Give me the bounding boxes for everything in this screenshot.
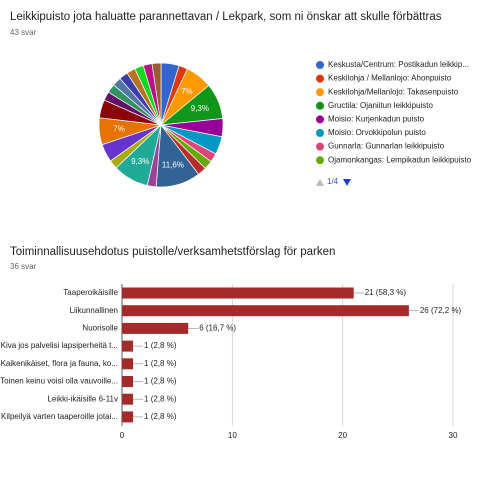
bar — [122, 340, 134, 352]
legend-next[interactable] — [343, 179, 351, 186]
y-tick-label: Toinen keinu voisi olla vauvoille... — [0, 377, 118, 386]
legend-swatch — [316, 88, 324, 97]
y-tick-label: Leikki-ikäisille 6-11v — [47, 394, 118, 403]
legend-swatch — [316, 101, 324, 110]
legend-label: Keskilohja/Mellanlojo: Takasenpuisto — [328, 87, 459, 96]
slice-label: 7% — [181, 87, 193, 96]
bar — [122, 287, 354, 299]
x-tick-label: 30 — [449, 431, 458, 440]
value-label: 1 (2,8 %) — [144, 377, 177, 386]
legend-prev[interactable] — [316, 179, 324, 186]
legend-swatch — [316, 74, 324, 83]
legend-label: Keskilohja / Mellanlojo: Ahonpuisto — [328, 74, 452, 83]
bar — [122, 322, 189, 334]
pie-subtitle: 43 svar — [10, 28, 37, 37]
legend-swatch — [316, 156, 324, 165]
slice-label: 7% — [113, 124, 125, 133]
pie-title: Leikkipuisto jota haluatte parannettavan… — [10, 11, 442, 23]
x-tick-label: 0 — [120, 431, 125, 440]
bar — [122, 393, 134, 405]
bar-title: Toiminnallisuusehdotus puistolle/verksam… — [10, 246, 335, 258]
x-tick-label: 10 — [228, 431, 237, 440]
pie-slice — [151, 62, 162, 126]
slice-label: 11,6% — [162, 161, 184, 170]
legend-label: Moisio: Orvokkipolun puisto — [328, 128, 426, 137]
legend-label: Gunnarla: Gunnarlan leikkipuisto — [328, 142, 445, 151]
bar — [122, 411, 134, 423]
y-tick-label: Taaperoikäisille — [63, 288, 118, 297]
legend-swatch — [316, 142, 324, 151]
legend-label: Keskusta/Centrum: Postikadun leikkip... — [328, 60, 469, 69]
value-label: 1 (2,8 %) — [144, 341, 177, 350]
bar — [122, 358, 134, 370]
y-tick-label: Nuorisolle — [82, 324, 118, 333]
y-tick-label: Kilpeilyä varten taaperoille jotai... — [1, 412, 118, 421]
value-label: 6 (16,7 %) — [199, 324, 236, 333]
value-label: 1 (2,8 %) — [144, 359, 177, 368]
legend-page: 1/4 — [327, 177, 339, 186]
y-tick-label: Liikunnallinen — [70, 306, 118, 315]
bar — [122, 305, 409, 317]
legend-label: Gructila: Ojaniitun leikkipuisto — [328, 101, 433, 110]
legend-label: Ojamonkangas: Lempikadun leikkipuisto — [328, 155, 472, 164]
value-label: 1 (2,8 %) — [144, 394, 177, 403]
legend-label: Moisio: Kurjenkadun puisto — [328, 115, 425, 124]
x-tick-label: 20 — [338, 431, 347, 440]
legend-swatch — [316, 115, 324, 124]
y-tick-label: Kiva jos palvelisi lapsiperheitä t... — [1, 341, 118, 350]
legend-swatch — [316, 129, 324, 137]
value-label: 21 (58,3 %) — [365, 288, 407, 297]
legend-swatch — [316, 61, 324, 69]
value-label: 26 (72,2 %) — [420, 306, 462, 315]
slice-label: 9,3% — [131, 157, 149, 166]
bar — [122, 376, 134, 387]
y-tick-label: Kaikenikäiset, flora ja fauna, ko... — [1, 359, 118, 368]
slice-label: 9,3% — [191, 104, 209, 113]
bar-subtitle: 36 svar — [10, 262, 37, 271]
value-label: 1 (2,8 %) — [144, 412, 177, 421]
